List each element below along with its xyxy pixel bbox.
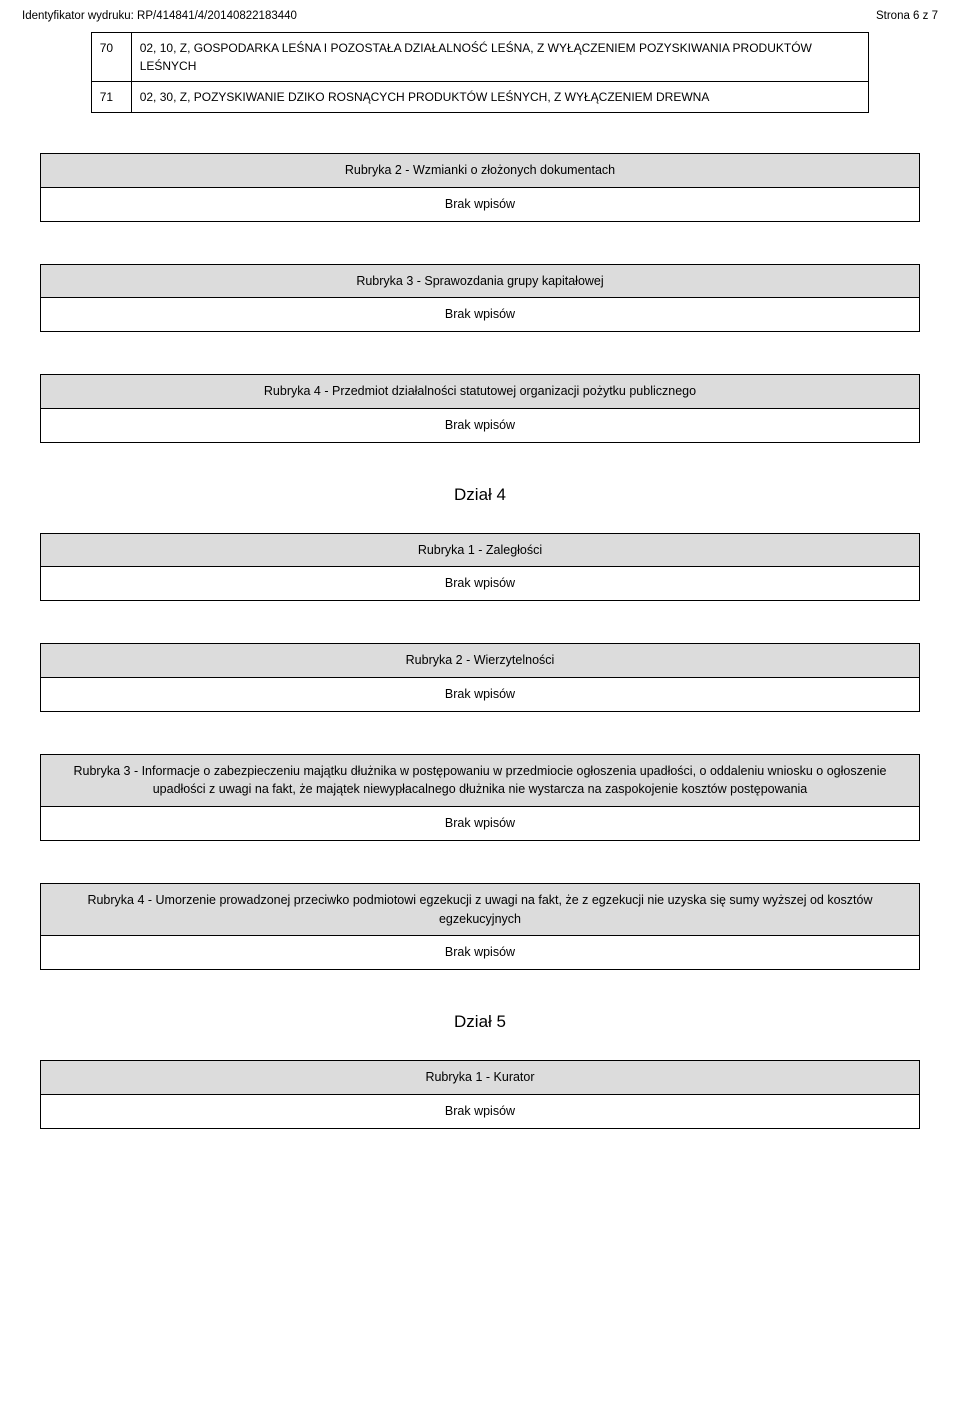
rubryka-box: Rubryka 1 - Zaległości Brak wpisów: [40, 533, 919, 602]
page-container: Identyfikator wydruku: RP/414841/4/20140…: [0, 0, 960, 1201]
rubryka-content: Brak wpisów: [41, 408, 919, 442]
rubryka-content: Brak wpisów: [41, 807, 919, 841]
rubryka-title: Rubryka 1 - Kurator: [41, 1061, 919, 1095]
rubryka-box: Rubryka 4 - Przedmiot działalności statu…: [40, 374, 919, 443]
row-text: 02, 10, Z, GOSPODARKA LEŚNA I POZOSTAŁA …: [131, 33, 869, 82]
rubryka-box: Rubryka 2 - Wierzytelności Brak wpisów: [40, 643, 919, 712]
rubryka-box: Rubryka 4 - Umorzenie prowadzonej przeci…: [40, 883, 919, 970]
row-number: 71: [91, 82, 131, 113]
table-row: 70 02, 10, Z, GOSPODARKA LEŚNA I POZOSTA…: [91, 33, 869, 82]
table-row: 71 02, 30, Z, POZYSKIWANIE DZIKO ROSNĄCY…: [91, 82, 869, 113]
rubryka-content: Brak wpisów: [41, 677, 919, 711]
rubryka-content: Brak wpisów: [41, 187, 919, 221]
section-heading-dzial4: Dział 4: [22, 485, 938, 505]
rubryka-title: Rubryka 2 - Wzmianki o złożonych dokumen…: [41, 154, 919, 188]
rubryka-content: Brak wpisów: [41, 298, 919, 332]
rubryka-title: Rubryka 1 - Zaległości: [41, 533, 919, 567]
rubryka-box: Rubryka 1 - Kurator Brak wpisów: [40, 1060, 919, 1129]
rubryka-content: Brak wpisów: [41, 567, 919, 601]
print-identifier: Identyfikator wydruku: RP/414841/4/20140…: [22, 10, 297, 22]
page-number: Strona 6 z 7: [876, 10, 938, 22]
rubryka-box: Rubryka 3 - Sprawozdania grupy kapitałow…: [40, 264, 919, 333]
row-text: 02, 30, Z, POZYSKIWANIE DZIKO ROSNĄCYCH …: [131, 82, 869, 113]
activity-table: 70 02, 10, Z, GOSPODARKA LEŚNA I POZOSTA…: [91, 32, 870, 113]
rubryka-title: Rubryka 4 - Przedmiot działalności statu…: [41, 375, 919, 409]
rubryka-content: Brak wpisów: [41, 1094, 919, 1128]
rubryka-title: Rubryka 3 - Sprawozdania grupy kapitałow…: [41, 264, 919, 298]
row-number: 70: [91, 33, 131, 82]
rubryka-title: Rubryka 2 - Wierzytelności: [41, 644, 919, 678]
section-heading-dzial5: Dział 5: [22, 1012, 938, 1032]
rubryka-title: Rubryka 4 - Umorzenie prowadzonej przeci…: [41, 883, 919, 936]
rubryka-title: Rubryka 3 - Informacje o zabezpieczeniu …: [41, 754, 919, 807]
page-header: Identyfikator wydruku: RP/414841/4/20140…: [22, 10, 938, 22]
rubryka-box: Rubryka 3 - Informacje o zabezpieczeniu …: [40, 754, 919, 841]
rubryka-content: Brak wpisów: [41, 936, 919, 970]
rubryka-box: Rubryka 2 - Wzmianki o złożonych dokumen…: [40, 153, 919, 222]
